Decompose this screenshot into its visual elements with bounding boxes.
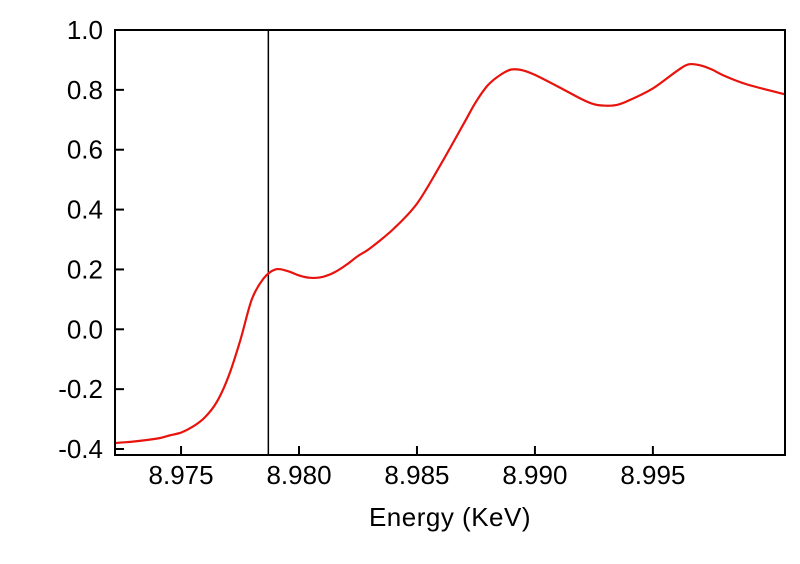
x-tick-label: 8.975 bbox=[149, 460, 214, 490]
y-tick-label: -0.2 bbox=[58, 374, 103, 404]
absorption-curve bbox=[113, 62, 787, 445]
y-tick-label: 0.8 bbox=[67, 75, 103, 105]
plot-border bbox=[114, 29, 786, 456]
y-tick-label: 0.6 bbox=[67, 135, 103, 165]
x-tick-label: 8.985 bbox=[384, 460, 449, 490]
y-tick-label: 0.2 bbox=[67, 254, 103, 284]
x-tick-label: 8.990 bbox=[502, 460, 567, 490]
y-tick-label: 1.0 bbox=[67, 15, 103, 45]
y-tick-label: 0.4 bbox=[67, 195, 103, 225]
x-tick-label: 8.995 bbox=[620, 460, 685, 490]
y-tick-label: 0.0 bbox=[67, 314, 103, 344]
x-axis-label: Energy (KeV) bbox=[368, 502, 532, 532]
y-tick-label: -0.4 bbox=[58, 434, 103, 464]
x-tick-label: 8.980 bbox=[266, 460, 331, 490]
